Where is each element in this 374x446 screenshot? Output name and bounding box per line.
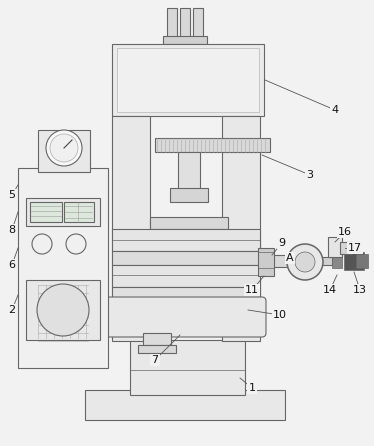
Circle shape bbox=[287, 244, 323, 280]
Text: 11: 11 bbox=[245, 285, 259, 295]
Text: 4: 4 bbox=[331, 105, 338, 115]
Circle shape bbox=[46, 130, 82, 166]
Bar bbox=[356, 254, 368, 268]
Circle shape bbox=[50, 134, 78, 162]
Circle shape bbox=[66, 234, 86, 254]
Bar bbox=[288, 258, 306, 266]
Bar bbox=[112, 287, 260, 301]
Text: 3: 3 bbox=[307, 170, 313, 180]
Bar bbox=[258, 248, 274, 276]
Bar bbox=[110, 301, 262, 333]
Bar bbox=[112, 265, 260, 287]
Text: 10: 10 bbox=[273, 310, 287, 320]
Bar bbox=[344, 252, 364, 270]
Bar bbox=[38, 130, 90, 172]
FancyBboxPatch shape bbox=[106, 297, 266, 337]
Bar bbox=[260, 255, 288, 267]
Text: 7: 7 bbox=[151, 355, 159, 365]
Bar bbox=[130, 340, 245, 395]
Bar bbox=[222, 116, 260, 341]
Bar bbox=[150, 217, 228, 229]
Bar bbox=[180, 8, 190, 40]
Bar bbox=[112, 251, 260, 265]
Bar bbox=[112, 44, 264, 116]
Bar bbox=[64, 202, 94, 222]
Bar bbox=[143, 333, 171, 345]
Text: 5: 5 bbox=[9, 190, 15, 200]
Bar bbox=[193, 8, 203, 40]
Text: 17: 17 bbox=[348, 243, 362, 253]
Bar bbox=[178, 152, 200, 192]
Bar bbox=[112, 116, 150, 341]
Bar bbox=[320, 257, 332, 265]
Bar bbox=[30, 202, 62, 222]
Text: 8: 8 bbox=[9, 225, 16, 235]
Text: 9: 9 bbox=[278, 238, 286, 248]
Bar bbox=[340, 242, 352, 254]
Bar bbox=[170, 188, 208, 202]
Bar bbox=[163, 36, 207, 44]
Bar bbox=[26, 280, 100, 340]
Bar bbox=[112, 229, 260, 251]
Circle shape bbox=[37, 284, 89, 336]
Text: 6: 6 bbox=[9, 260, 15, 270]
Bar bbox=[117, 48, 259, 112]
Bar bbox=[138, 345, 176, 353]
Bar bbox=[85, 390, 285, 420]
Bar bbox=[18, 168, 108, 368]
Text: 2: 2 bbox=[9, 305, 16, 315]
Bar bbox=[332, 254, 342, 268]
Bar bbox=[328, 237, 342, 257]
Bar bbox=[26, 198, 100, 226]
Text: 16: 16 bbox=[338, 227, 352, 237]
Text: A: A bbox=[286, 253, 294, 263]
Circle shape bbox=[295, 252, 315, 272]
Bar bbox=[155, 138, 270, 152]
Bar bbox=[167, 8, 177, 40]
Text: 13: 13 bbox=[353, 285, 367, 295]
Text: 1: 1 bbox=[248, 383, 255, 393]
Text: 14: 14 bbox=[323, 285, 337, 295]
Circle shape bbox=[32, 234, 52, 254]
